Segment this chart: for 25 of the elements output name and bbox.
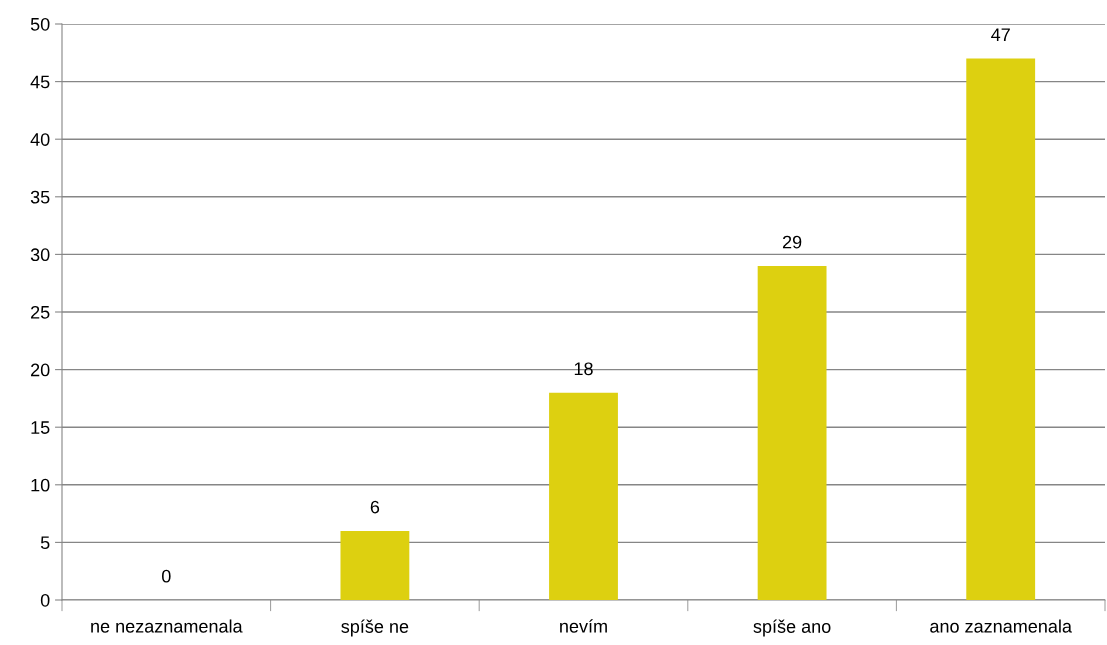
y-tick-label: 25 [31, 305, 50, 319]
x-tick-label: ano zaznamenala [930, 619, 1072, 633]
y-tick-label: 15 [31, 421, 50, 434]
y-tick-label: 10 [31, 478, 50, 492]
x-tick-label: spíše ne [341, 619, 409, 637]
y-tick-label: 45 [30, 75, 50, 89]
y-tick-label: 5 [40, 536, 50, 550]
x-tick-label: spíše ano [753, 619, 831, 637]
data-label: 6 [370, 500, 380, 514]
data-label: 0 [161, 569, 171, 583]
y-tick-label: 30 [30, 248, 50, 262]
data-label: 18 [574, 362, 593, 376]
bar [757, 265, 827, 600]
y-tick-label: 35 [30, 190, 50, 204]
y-tick-label: 20 [31, 363, 50, 377]
y-tick-label: 50 [30, 17, 50, 31]
y-tick-label: 0 [40, 593, 50, 607]
data-label: 47 [991, 28, 1010, 41]
x-tick-label: nevím [560, 619, 607, 633]
bar [340, 530, 410, 600]
x-tick-label: ne nezaznamenala [91, 619, 243, 633]
y-tick-label: 40 [30, 133, 50, 146]
data-label: 29 [782, 235, 802, 249]
bar [549, 392, 618, 600]
bar [966, 58, 1036, 600]
